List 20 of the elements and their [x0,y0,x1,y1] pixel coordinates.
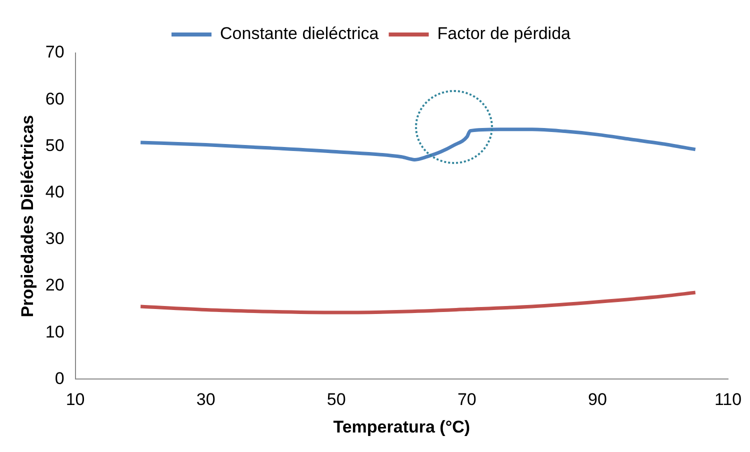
y-tick-label: 20 [45,276,64,295]
y-tick-label: 40 [45,182,64,202]
y-axis-title: Propiedades Dieléctricas [18,114,37,318]
y-tick-label: 50 [45,136,64,155]
y-tick-label: 70 [45,42,64,62]
y-tick-label: 60 [45,89,64,108]
x-tick-label: 50 [326,390,346,410]
legend-label: Constante dieléctrica [220,24,380,44]
y-tick-label: 0 [54,368,64,388]
x-tick-label: 70 [457,390,476,410]
x-tick-label: 110 [714,390,742,410]
x-tick-label: 90 [588,390,607,410]
x-tick-label: 10 [66,390,85,410]
line-series [138,128,698,162]
legend-label: Factor de pérdida [437,24,572,44]
y-tick-label: 30 [45,229,64,248]
x-tick-label: 30 [196,390,216,410]
line-series [138,290,698,314]
y-tick-label: 10 [45,322,64,342]
x-axis-title: Temperatura (°C) [333,417,470,436]
